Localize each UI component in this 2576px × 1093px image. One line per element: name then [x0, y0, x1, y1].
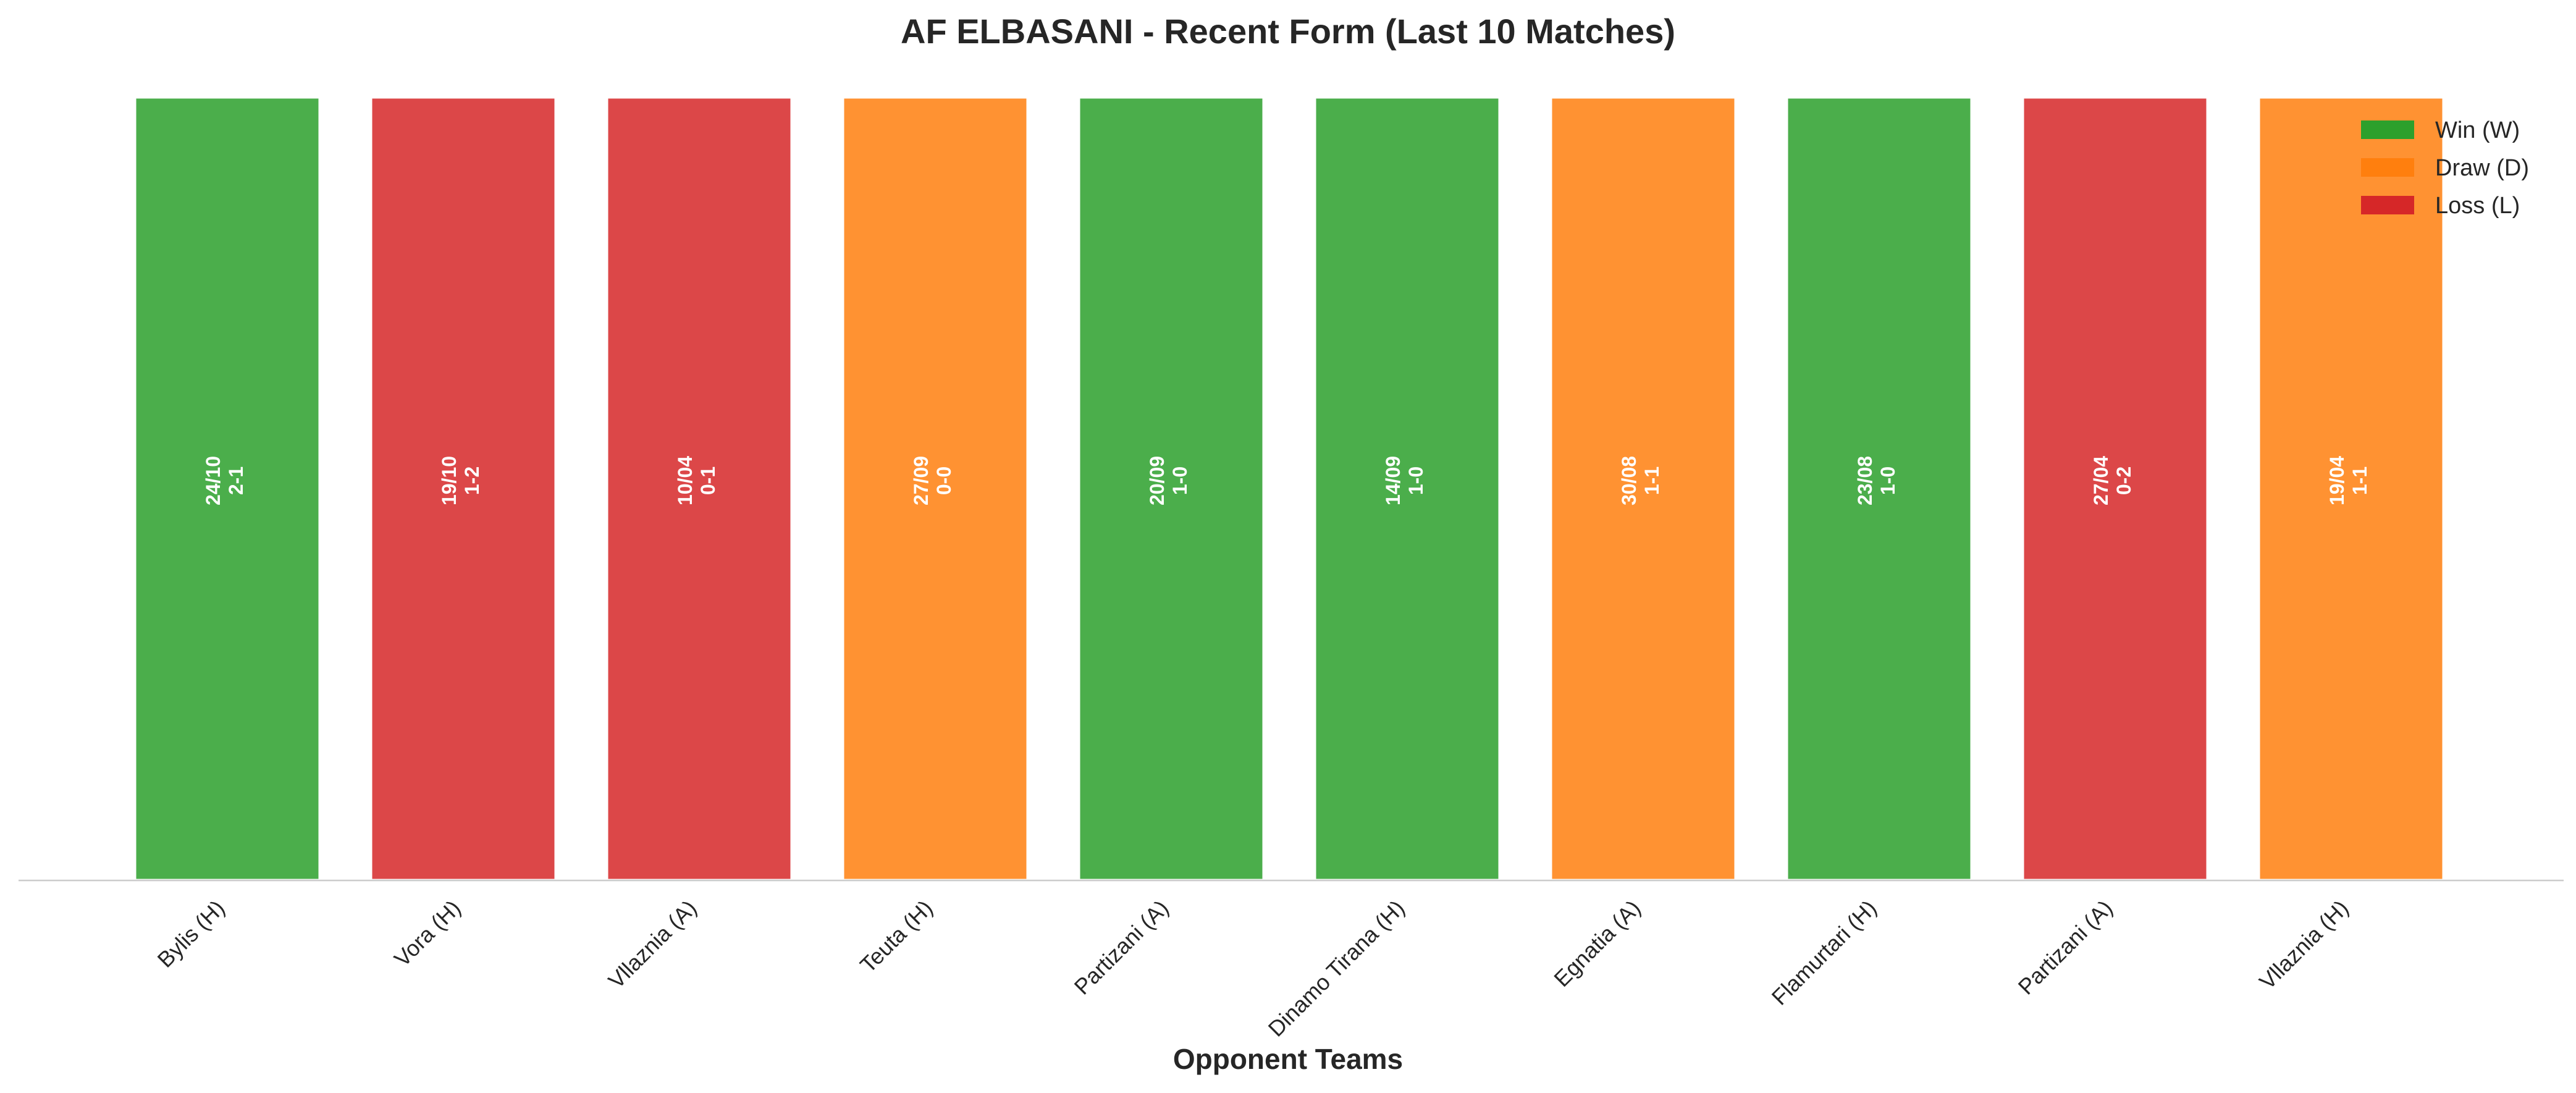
bar-date-label: 14/09 — [1382, 456, 1404, 505]
legend: Win (W) Draw (D) Loss (L) — [2361, 117, 2529, 219]
bar — [1314, 96, 1501, 881]
bar — [1786, 96, 1972, 881]
bar-score-label: 1-0 — [1405, 466, 1427, 495]
x-tick-label: Vllaznia (A) — [604, 895, 702, 994]
bar-score-label: 1-0 — [1877, 466, 1899, 495]
bar-score-label: 0-0 — [933, 466, 955, 495]
x-tick-label: Vllaznia (H) — [2254, 895, 2354, 995]
legend-swatch — [2361, 158, 2414, 177]
bar — [1550, 96, 1736, 881]
bar-date-label: 30/08 — [1618, 456, 1640, 505]
x-tick-label: Egnatia (A) — [1549, 895, 1645, 992]
legend-swatch — [2361, 196, 2414, 214]
x-axis-label: Opponent Teams — [1173, 1043, 1403, 1075]
bar-date-label: 10/04 — [674, 456, 696, 505]
legend-label: Loss (L) — [2435, 193, 2520, 219]
bar-date-label: 20/09 — [1146, 456, 1168, 505]
bar-score-label: 0-2 — [2113, 466, 2135, 495]
bar-score-label: 1-1 — [2349, 466, 2371, 495]
bar-date-label: 24/10 — [202, 456, 224, 505]
bar — [370, 96, 557, 881]
bar-date-label: 19/10 — [438, 456, 460, 505]
x-tick-label: Teuta (H) — [855, 895, 938, 978]
bar — [2258, 96, 2444, 881]
bar — [606, 96, 793, 881]
bar — [1078, 96, 1265, 881]
x-tick-label: Flamurtari (H) — [1767, 895, 1882, 1010]
legend-label: Win (W) — [2435, 117, 2520, 143]
bar-score-label: 2-1 — [225, 466, 247, 495]
bar-score-label: 1-2 — [461, 466, 483, 495]
bar-date-label: 27/09 — [910, 456, 932, 505]
chart-title: AF ELBASANI - Recent Form (Last 10 Match… — [901, 12, 1675, 51]
x-tick-labels: Bylis (H) Vora (H) Vllaznia (A) Teuta (H) Pa… — [153, 895, 2354, 1042]
bar — [842, 96, 1029, 881]
bar-date-label: 23/08 — [1854, 456, 1876, 505]
x-tick-label: Bylis (H) — [153, 895, 230, 973]
x-tick-label: Dinamo Tirana (H) — [1263, 895, 1410, 1042]
x-tick-label: Partizani (A) — [2013, 895, 2118, 1000]
bar-date-label: 27/04 — [2090, 456, 2112, 505]
bars-group — [134, 96, 2444, 881]
bar-score-label: 0-1 — [697, 466, 719, 495]
x-tick-label: Vora (H) — [389, 895, 466, 972]
bar-score-label: 1-1 — [1641, 466, 1663, 495]
bar-date-label: 19/04 — [2326, 456, 2348, 505]
legend-label: Draw (D) — [2435, 155, 2529, 181]
x-tick-label: Partizani (A) — [1069, 895, 1174, 1000]
bar — [134, 96, 321, 881]
bar-score-label: 1-0 — [1169, 466, 1191, 495]
bar-labels-group: 24/10 2-1 19/10 1-2 10/04 0-1 27/09 0-0 20/09 1-0… — [202, 456, 2371, 505]
legend-swatch — [2361, 120, 2414, 139]
